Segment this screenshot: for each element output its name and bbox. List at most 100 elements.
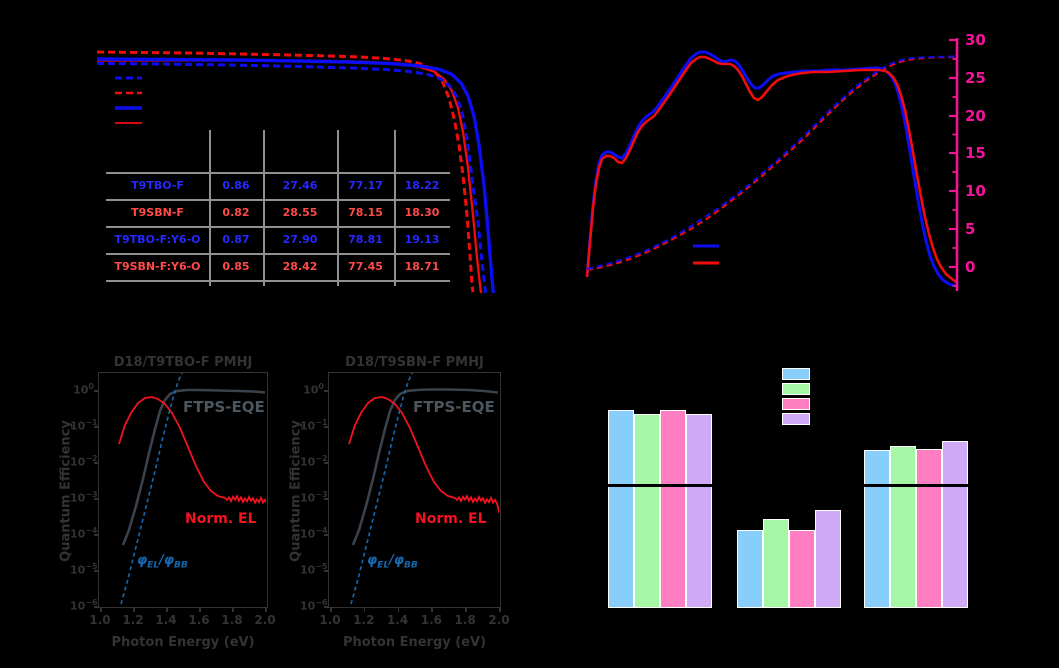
y-tick-label: 10−3 xyxy=(300,490,328,505)
subplot2-title: D18/T9SBN-F PMHJ xyxy=(345,355,484,370)
y-tick-label: 10−6 xyxy=(70,598,98,613)
x-tick-label: 1.8 xyxy=(221,613,243,627)
table-value-cell: 28.55 xyxy=(282,206,318,219)
legend-swatch-series1 xyxy=(782,368,810,380)
table-value-cell: 28.42 xyxy=(282,260,318,273)
eqe-plot xyxy=(585,38,959,291)
bar-group1-series1 xyxy=(608,410,634,608)
y-tick-label: 10−5 xyxy=(70,562,98,577)
y-tick-mark xyxy=(324,534,328,536)
right-axis-tick-label: 15 xyxy=(965,144,986,162)
table-value-cell: 27.90 xyxy=(282,233,318,246)
y-tick-mark xyxy=(94,426,98,428)
y-tick-mark xyxy=(324,606,328,608)
x-tick-label: 1.2 xyxy=(353,613,375,627)
x-tick-label: 2.0 xyxy=(488,613,510,627)
norm-el-label-2: Norm. EL xyxy=(415,511,487,527)
table-value-cell: 0.86 xyxy=(222,179,250,192)
table-value-cell: 77.45 xyxy=(348,260,383,273)
right-axis-tick-label: 25 xyxy=(965,69,986,87)
bar-group2-series2 xyxy=(763,519,789,608)
table-value-cell: 78.81 xyxy=(348,233,383,246)
right-axis-magenta xyxy=(949,38,959,291)
y-tick-mark xyxy=(94,390,98,392)
y-tick-label: 10−3 xyxy=(70,490,98,505)
phi-el-phi-bb-label-2: φEL/φBB xyxy=(367,553,418,571)
x-tick-mark xyxy=(199,608,201,612)
x-tick-mark xyxy=(363,608,366,612)
x-tick-mark xyxy=(265,608,267,612)
ftps-eqe-label-2: FTPS-EQE xyxy=(413,398,495,416)
subplot1-axes-box xyxy=(98,372,268,608)
norm-el-curve-1 xyxy=(118,396,268,505)
table-value-cell: 78.15 xyxy=(348,206,383,219)
integrated-current-blue-dashed xyxy=(586,55,957,270)
y-tick-label: 10−2 xyxy=(70,454,98,469)
norm-el-curve-2 xyxy=(348,396,500,514)
x-tick-label: 1.4 xyxy=(386,613,409,627)
bar-group1-series4 xyxy=(686,414,712,608)
xlabel-1: Photon Energy (eV) xyxy=(111,635,255,650)
y-tick-mark xyxy=(324,426,328,428)
table-value-cell: 18.71 xyxy=(404,260,440,273)
phi-el-phi-bb-label-1: φEL/φBB xyxy=(137,553,188,571)
y-tick-label: 10−5 xyxy=(300,562,328,577)
table-value-cell: 27.46 xyxy=(282,179,318,192)
right-axis-tick-label: 5 xyxy=(965,220,976,238)
y-tick-label: 10−1 xyxy=(70,418,98,433)
table-value-cell: 0.85 xyxy=(222,260,250,273)
table-device-label: T9SBN-F xyxy=(131,206,184,219)
y-tick-label: 10−6 xyxy=(300,598,328,613)
table-value-cell: 18.22 xyxy=(404,179,440,192)
x-tick-mark xyxy=(397,608,400,612)
legend-swatch-series4 xyxy=(782,413,810,425)
right-axis-tick-label: 10 xyxy=(965,182,986,200)
x-tick-label: 1.0 xyxy=(89,613,111,627)
right-axis-tick-label: 0 xyxy=(965,258,976,276)
x-tick-label: 1.4 xyxy=(155,613,177,627)
table-value-cell: 77.17 xyxy=(348,179,383,192)
table-vline xyxy=(337,130,339,286)
jv-curve-blue-dashed xyxy=(96,62,488,294)
x-tick-mark xyxy=(166,608,168,612)
bar-group2-series3 xyxy=(789,530,815,608)
bar-group1-series2 xyxy=(634,414,660,608)
x-tick-mark xyxy=(499,608,501,612)
x-tick-label: 1.8 xyxy=(454,613,476,627)
table-vline xyxy=(394,130,396,286)
y-tick-mark xyxy=(324,390,328,392)
ftps-eqe-label-1: FTPS-EQE xyxy=(183,398,265,416)
bar-group3-series3 xyxy=(916,449,942,608)
y-tick-mark xyxy=(94,534,98,536)
subplot1-title: D18/T9TBO-F PMHJ xyxy=(113,355,253,370)
x-tick-label: 1.6 xyxy=(420,613,443,627)
y-tick-label: 10−4 xyxy=(300,526,328,541)
bar-group2-series1 xyxy=(737,530,763,608)
table-hline xyxy=(106,199,450,201)
table-value-cell: 0.82 xyxy=(222,206,250,219)
legend-swatch-series3 xyxy=(782,398,810,410)
table-hline xyxy=(106,172,450,174)
right-axis-tick-label: 30 xyxy=(965,31,986,49)
ftps-eqe-curve-2 xyxy=(351,388,499,546)
y-tick-mark xyxy=(94,606,98,608)
x-tick-mark xyxy=(232,608,234,612)
x-tick-mark xyxy=(465,608,467,612)
table-hline xyxy=(106,280,450,282)
y-tick-label: 100 xyxy=(303,382,324,397)
integrated-current-red-dashed xyxy=(586,56,957,271)
jv-plot xyxy=(96,50,496,294)
right-axis-tick-label: 20 xyxy=(965,107,986,125)
table-value-cell: 19.13 xyxy=(404,233,440,246)
bar-group3-series4 xyxy=(942,441,968,608)
y-tick-mark xyxy=(324,498,328,500)
bar-group2-series4 xyxy=(815,510,841,608)
y-tick-label: 10−4 xyxy=(70,526,98,541)
y-tick-mark xyxy=(94,462,98,464)
table-value-cell: 0.87 xyxy=(222,233,250,246)
phi-ratio-curve-2 xyxy=(350,372,413,605)
x-tick-label: 1.0 xyxy=(319,613,341,627)
device-parameter-table: T9TBO-F 0.86 27.46 77.17 18.22 T9SBN-F 0.82 28.… xyxy=(106,130,450,286)
table-device-label: T9TBO-F xyxy=(131,179,184,192)
